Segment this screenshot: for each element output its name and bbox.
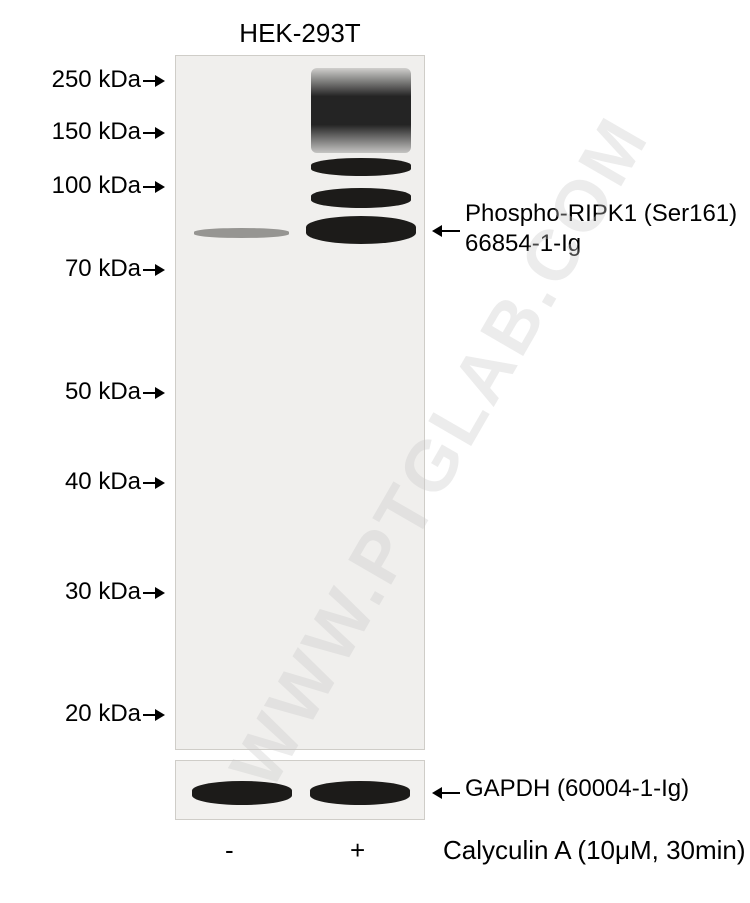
mw-value: 70 kDa — [65, 255, 141, 282]
western-blot-figure: WWW.PTGLAB.COM HEK-293T 250 kDa150 kDa10… — [0, 0, 750, 903]
arrow-right-icon — [143, 578, 165, 606]
treatment-minus: - — [225, 835, 234, 866]
mw-value: 30 kDa — [65, 578, 141, 605]
cell-line-label: HEK-293T — [175, 18, 425, 49]
mw-value: 100 kDa — [52, 172, 141, 199]
mw-marker: 250 kDa — [15, 66, 165, 94]
blot-band — [194, 228, 289, 238]
mw-marker: 100 kDa — [15, 172, 165, 200]
mw-marker: 70 kDa — [15, 255, 165, 283]
gapdh-band — [310, 781, 410, 805]
mw-value: 40 kDa — [65, 468, 141, 495]
blot-band — [311, 68, 411, 153]
gapdh-arrow-icon — [432, 778, 460, 810]
mw-marker: 20 kDa — [15, 700, 165, 728]
target-arrow-icon — [432, 216, 460, 248]
mw-marker: 150 kDa — [15, 118, 165, 146]
treatment-plus: + — [350, 835, 365, 866]
mw-value: 250 kDa — [52, 66, 141, 93]
mw-marker: 40 kDa — [15, 468, 165, 496]
blot-gapdh-panel — [175, 760, 425, 820]
gapdh-band — [192, 781, 292, 805]
mw-value: 50 kDa — [65, 378, 141, 405]
blot-band — [311, 158, 411, 176]
arrow-right-icon — [143, 172, 165, 200]
treatment-label: Calyculin A (10μM, 30min) — [443, 835, 746, 866]
arrow-right-icon — [143, 468, 165, 496]
mw-marker: 30 kDa — [15, 578, 165, 606]
target-label-line2: 66854-1-Ig — [465, 230, 581, 258]
arrow-right-icon — [143, 66, 165, 94]
blot-band — [306, 216, 416, 244]
mw-value: 150 kDa — [52, 118, 141, 145]
blot-band — [311, 188, 411, 208]
blot-main-panel — [175, 55, 425, 750]
arrow-right-icon — [143, 255, 165, 283]
mw-value: 20 kDa — [65, 700, 141, 727]
arrow-right-icon — [143, 118, 165, 146]
arrow-right-icon — [143, 378, 165, 406]
gapdh-label: GAPDH (60004-1-Ig) — [465, 775, 689, 803]
target-label-line1: Phospho-RIPK1 (Ser161) — [465, 200, 737, 228]
arrow-right-icon — [143, 700, 165, 728]
mw-marker: 50 kDa — [15, 378, 165, 406]
